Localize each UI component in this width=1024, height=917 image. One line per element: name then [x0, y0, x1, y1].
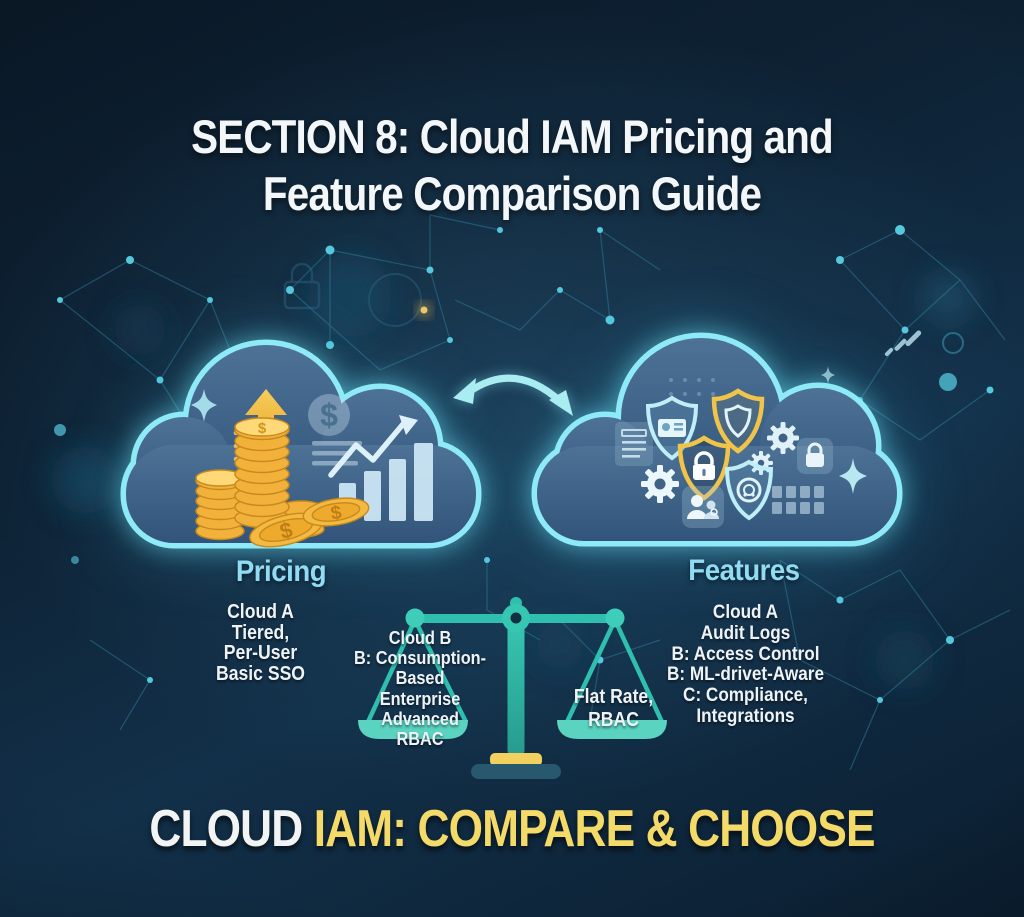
note-line: Basic SSO [215, 662, 306, 685]
features-cloud [531, 332, 903, 547]
balance-scale [358, 597, 667, 779]
pricing-cloud: $ [120, 339, 482, 549]
keypad-grid-icon [772, 486, 824, 514]
glow-blobs [51, 253, 974, 690]
list-lines-icon [312, 441, 362, 466]
pricing-label: Pricing [235, 555, 327, 588]
verified-shield-icon [724, 459, 774, 521]
svg-text:$: $ [258, 420, 267, 437]
scale-pans [358, 720, 667, 739]
note-line: B: Access Control [671, 642, 820, 665]
svg-text:$: $ [329, 502, 343, 524]
note-line: RBAC [396, 728, 444, 750]
footer-title-prefix: CLOUD [149, 800, 314, 858]
footer-title: CLOUD IAM: COMPARE & CHOOSE [77, 802, 947, 856]
scale-right-pan-notes: Flat Rate, RBAC [559, 686, 669, 732]
note-line: B: Consumption-Based [353, 647, 487, 689]
note-line: Enterprise [379, 687, 461, 709]
note-line: Tiered, [231, 621, 290, 644]
padlock-shield-icon [677, 435, 731, 501]
note-line: Cloud A [712, 601, 779, 623]
dollar-circle-icon: $ [308, 394, 350, 436]
pricing-cloud-a-notes: Cloud A Tiered, Per-User Basic SSO [170, 602, 350, 684]
features-label: Features [688, 554, 800, 587]
note-line: B: ML-drivet-Aware [666, 663, 824, 686]
padlock-tile-icon [797, 438, 833, 474]
gold-glow-dot [415, 301, 433, 319]
note-line: Audit Logs [700, 621, 791, 644]
badge-shield-icon [711, 388, 765, 454]
scale-frame [365, 597, 665, 758]
note-line: C: Compliance, [683, 684, 808, 707]
title-line-1: SECTION 8: Cloud IAM Pricing and [191, 110, 834, 163]
note-line: Per-User [223, 642, 298, 665]
note-line: Cloud A [227, 601, 294, 623]
document-icon [615, 422, 653, 466]
footer-title-highlight: IAM: COMPARE & CHOOSE [313, 800, 876, 858]
sparkle-icon [191, 389, 217, 422]
note-line: Advanced [381, 707, 459, 729]
gear-icon [641, 465, 679, 503]
growth-bar-chart-icon [328, 415, 433, 521]
scale-left-pan-notes: Cloud B B: Consumption-Based Enterprise … [336, 627, 503, 750]
dot-grid [669, 378, 715, 396]
ghost-shapes [283, 262, 964, 354]
sparkle-icon [821, 366, 867, 494]
coin-stacks-icon: $ $ $ [195, 417, 370, 548]
svg-text:$: $ [277, 517, 295, 544]
note-line: Flat Rate, [573, 686, 654, 708]
note-line: Integrations [696, 704, 795, 727]
scale-base [471, 753, 561, 779]
id-card-shield-icon [645, 395, 699, 461]
signal-dashes-icon [884, 330, 922, 357]
exchange-arrow-icon [453, 374, 573, 416]
title-line-2: Feature Comparison Guide [262, 167, 762, 220]
svg-text:$: $ [320, 397, 338, 433]
page-title: SECTION 8: Cloud IAM Pricing and Feature… [72, 108, 953, 222]
features-cloud-a-notes: Cloud A Audit Logs B: Access Control B: … [660, 602, 832, 727]
note-line: Cloud B [388, 627, 452, 648]
note-line: RBAC [588, 709, 639, 731]
users-icon [682, 486, 724, 528]
